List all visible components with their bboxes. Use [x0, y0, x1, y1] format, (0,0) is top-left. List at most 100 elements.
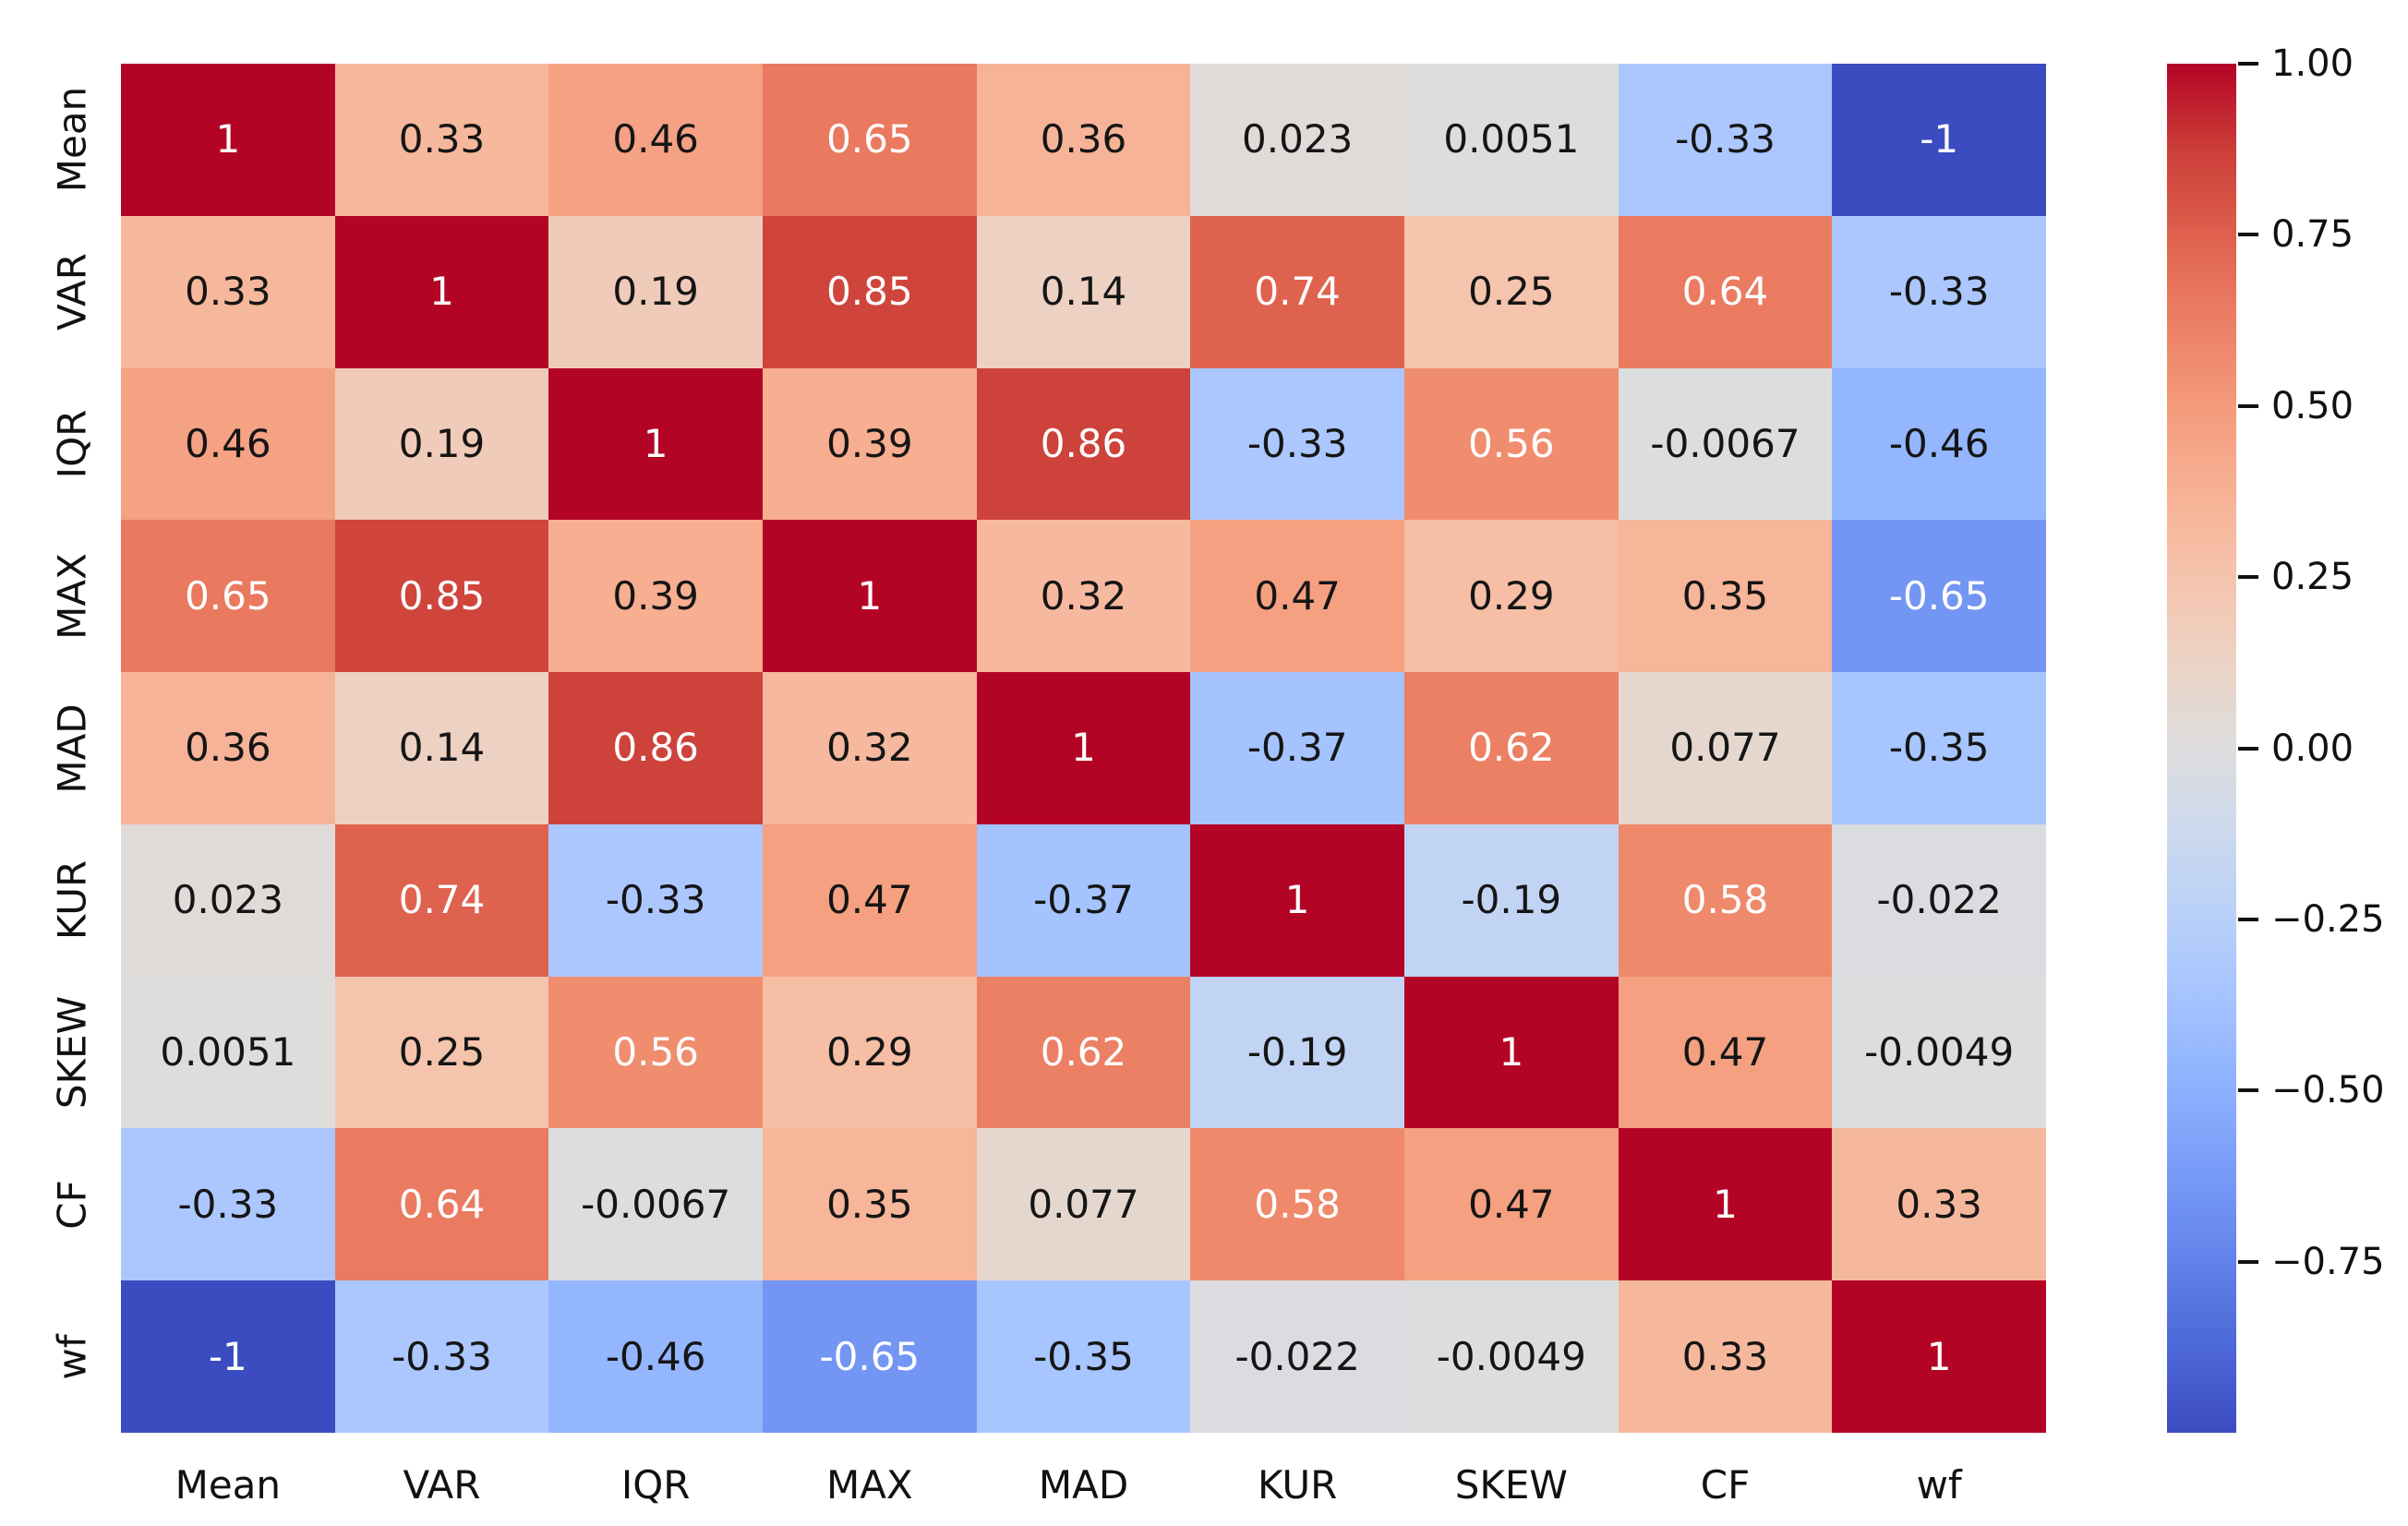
heatmap-cell-KUR-Mean: 0.023 — [121, 823, 335, 977]
cell-value: 0.35 — [1681, 572, 1769, 619]
cell-value: -0.0067 — [1650, 420, 1800, 466]
cell-value: 0.65 — [185, 572, 271, 619]
colorbar-tick-mark — [2238, 403, 2258, 408]
cell-value: -0.022 — [1876, 877, 2002, 923]
heatmap-cell-KUR-MAD: -0.37 — [976, 823, 1191, 977]
heatmap-cell-SKEW-MAD: 0.62 — [976, 976, 1191, 1129]
cell-value: 0.62 — [1468, 725, 1555, 771]
cell-value: 0.47 — [826, 877, 913, 923]
heatmap-cell-wf-CF: 0.33 — [1618, 1280, 1833, 1433]
heatmap-cell-MAD-IQR: 0.86 — [548, 672, 763, 824]
heatmap-cell-SKEW-MAX: 0.29 — [763, 976, 977, 1129]
cell-value: -0.65 — [819, 1333, 921, 1379]
heatmap-cell-Mean-KUR: 0.023 — [1190, 64, 1404, 216]
cell-value: 0.46 — [185, 420, 271, 466]
cell-value: -0.19 — [1461, 877, 1562, 923]
heatmap-cell-Mean-VAR: 0.33 — [334, 64, 549, 216]
heatmap-cell-Mean-wf: -1 — [1832, 64, 2046, 216]
heatmap-cell-wf-KUR: -0.022 — [1190, 1280, 1404, 1433]
heatmap-cell-Mean-MAD: 0.36 — [976, 64, 1191, 216]
heatmap-cell-SKEW-KUR: -0.19 — [1190, 976, 1404, 1129]
cell-value: -0.0067 — [581, 1181, 731, 1227]
heatmap-cell-Mean-MAX: 0.65 — [763, 64, 977, 216]
y-axis-label-CF: CF — [49, 1180, 95, 1230]
heatmap-cell-MAD-Mean: 0.36 — [121, 672, 335, 824]
heatmap-cell-CF-KUR: 0.58 — [1190, 1128, 1404, 1281]
heatmap-cell-VAR-CF: 0.64 — [1618, 215, 1833, 368]
colorbar-tick-mark — [2238, 1088, 2258, 1093]
cell-value: 0.47 — [1681, 1029, 1769, 1075]
cell-value: -0.0049 — [1436, 1333, 1586, 1379]
heatmap-cell-wf-Mean: -1 — [121, 1280, 335, 1433]
heatmap-cell-VAR-KUR: 0.74 — [1190, 215, 1404, 368]
heatmap-grid: 1 0.33 0.46 0.65 0.36 0.023 0.0051 -0.33 -1 0.33 1… — [121, 64, 2046, 1433]
cell-value: 1 — [643, 420, 668, 466]
heatmap-cell-KUR-IQR: -0.33 — [548, 823, 763, 977]
y-axis-label-Mean: Mean — [49, 87, 95, 193]
cell-value: -0.35 — [1033, 1333, 1134, 1379]
colorbar-tick-mark — [2238, 62, 2258, 66]
heatmap-cell-VAR-SKEW: 0.25 — [1404, 215, 1619, 368]
heatmap-cell-MAX-KUR: 0.47 — [1190, 520, 1404, 673]
heatmap-cell-wf-VAR: -0.33 — [334, 1280, 549, 1433]
cell-value: 0.077 — [1028, 1181, 1139, 1227]
heatmap-cell-SKEW-CF: 0.47 — [1618, 976, 1833, 1129]
y-axis-label-wf: wf — [49, 1334, 95, 1380]
cell-value: -0.022 — [1234, 1333, 1360, 1379]
heatmap-cell-CF-CF: 1 — [1618, 1128, 1833, 1281]
heatmap-cell-CF-MAD: 0.077 — [976, 1128, 1191, 1281]
cell-value: 0.29 — [826, 1029, 913, 1075]
x-axis-label-Mean: Mean — [175, 1462, 282, 1508]
heatmap-cell-wf-IQR: -0.46 — [548, 1280, 763, 1433]
cell-value: 0.64 — [1681, 269, 1769, 315]
cell-value: -1 — [1920, 116, 1959, 162]
heatmap-cell-VAR-MAX: 0.85 — [763, 215, 977, 368]
cell-value: 0.39 — [612, 572, 699, 619]
heatmap-cell-Mean-IQR: 0.46 — [548, 64, 763, 216]
heatmap-cell-CF-MAX: 0.35 — [763, 1128, 977, 1281]
heatmap-cell-wf-wf: 1 — [1832, 1280, 2046, 1433]
heatmap-cell-KUR-SKEW: -0.19 — [1404, 823, 1619, 977]
cell-value: 0.65 — [826, 116, 913, 162]
cell-value: -0.37 — [1033, 877, 1134, 923]
heatmap-cell-MAD-MAD: 1 — [976, 672, 1191, 824]
cell-value: 1 — [1284, 877, 1310, 923]
heatmap-cell-CF-IQR: -0.0067 — [548, 1128, 763, 1281]
cell-value: 0.023 — [1242, 116, 1354, 162]
y-axis-label-IQR: IQR — [49, 409, 95, 479]
x-axis-label-KUR: KUR — [1257, 1462, 1338, 1508]
x-axis-label-SKEW: SKEW — [1454, 1462, 1568, 1508]
heatmap-cell-SKEW-Mean: 0.0051 — [121, 976, 335, 1129]
cell-value: 0.33 — [398, 116, 486, 162]
heatmap-cell-Mean-SKEW: 0.0051 — [1404, 64, 1619, 216]
heatmap-cell-MAX-MAD: 0.32 — [976, 520, 1191, 673]
x-axis-label-CF: CF — [1700, 1462, 1751, 1508]
cell-value: 1 — [1499, 1029, 1524, 1075]
cell-value: 0.33 — [1681, 1333, 1769, 1379]
cell-value: 0.74 — [398, 877, 486, 923]
heatmap-cell-CF-SKEW: 0.47 — [1404, 1128, 1619, 1281]
heatmap-cell-MAX-CF: 0.35 — [1618, 520, 1833, 673]
cell-value: 0.33 — [1896, 1181, 1982, 1227]
cell-value: -0.33 — [1246, 420, 1348, 466]
cell-value: 0.023 — [172, 877, 283, 923]
heatmap-cell-MAX-IQR: 0.39 — [548, 520, 763, 673]
y-axis-label-MAX: MAX — [49, 552, 95, 640]
heatmap-cell-IQR-CF: -0.0067 — [1618, 367, 1833, 521]
cell-value: 1 — [429, 269, 454, 315]
cell-value: -0.0049 — [1864, 1029, 2015, 1075]
cell-value: -0.35 — [1888, 725, 1990, 771]
colorbar-tick-label: 0.50 — [2271, 384, 2354, 427]
heatmap-cell-IQR-wf: -0.46 — [1832, 367, 2046, 521]
cell-value: 0.64 — [398, 1181, 486, 1227]
heatmap-cell-KUR-CF: 0.58 — [1618, 823, 1833, 977]
cell-value: 0.39 — [826, 420, 913, 466]
cell-value: 0.56 — [1468, 420, 1555, 466]
cell-value: 0.62 — [1040, 1029, 1127, 1075]
heatmap-cell-MAD-SKEW: 0.62 — [1404, 672, 1619, 824]
x-axis-label-MAD: MAD — [1038, 1462, 1129, 1508]
heatmap-cell-VAR-wf: -0.33 — [1832, 215, 2046, 368]
cell-value: 0.47 — [1254, 572, 1341, 619]
cell-value: 0.74 — [1254, 269, 1341, 315]
cell-value: 0.58 — [1681, 877, 1769, 923]
